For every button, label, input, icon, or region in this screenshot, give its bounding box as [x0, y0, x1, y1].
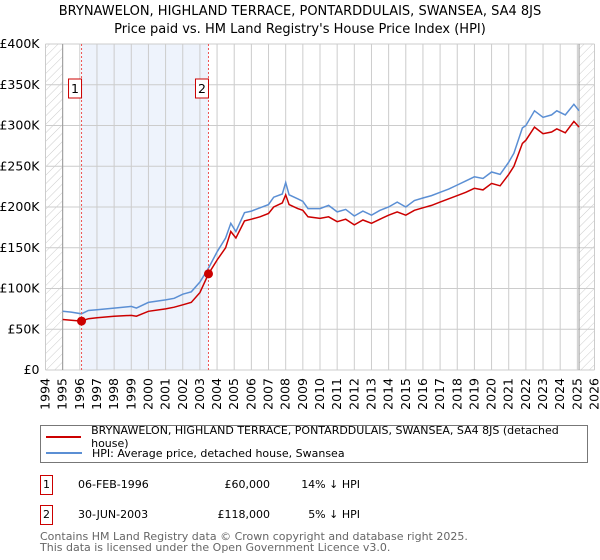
- sale-marker-label: 2: [198, 81, 206, 96]
- legend-label: HPI: Average price, detached house, Swan…: [92, 446, 345, 460]
- x-tick-label: 2011: [329, 378, 344, 410]
- x-tick-label: 2025: [569, 378, 584, 410]
- chart-title: BRYNAWELON, HIGHLAND TERRACE, PONTARDDUL…: [0, 3, 600, 39]
- x-tick-label: 2001: [158, 378, 173, 410]
- footer-line: Contains HM Land Registry data © Crown c…: [40, 530, 468, 543]
- sale-date: 30-JUN-2003: [78, 508, 149, 521]
- y-tick-label: £400K: [0, 36, 40, 51]
- x-tick-label: 1997: [89, 378, 104, 410]
- x-tick-label: 1998: [106, 378, 121, 410]
- x-tick-label: 2026: [587, 378, 600, 410]
- x-tick-label: 1994: [38, 378, 53, 410]
- x-tick-label: 2013: [363, 378, 378, 410]
- y-tick-label: £50K: [7, 321, 40, 336]
- x-tick-label: 2012: [346, 378, 361, 410]
- title-line: BRYNAWELON, HIGHLAND TERRACE, PONTARDDUL…: [58, 4, 542, 19]
- x-tick-label: 1996: [72, 378, 87, 410]
- red-line-swatch: [46, 436, 82, 438]
- legend-item-hpi: HPI: Average price, detached house, Swan…: [46, 446, 345, 460]
- x-tick-label: 2014: [381, 378, 396, 410]
- hpi-line: [62, 103, 580, 315]
- x-tick-label: 2015: [398, 378, 413, 410]
- x-tick-label: 2016: [415, 378, 430, 410]
- x-tick-label: 2006: [243, 378, 258, 410]
- x-tick-label: 2004: [209, 378, 224, 410]
- x-tick-label: 2021: [501, 378, 516, 410]
- y-tick-label: £150K: [0, 240, 40, 255]
- footer-line: This data is licensed under the Open Gov…: [40, 541, 391, 554]
- hpi-diff: 5% ↓ HPI: [308, 508, 360, 521]
- x-tick-label: 2017: [432, 378, 447, 410]
- x-tick-label: 2018: [449, 378, 464, 410]
- sale-point: [77, 316, 87, 326]
- x-tick-label: 2007: [261, 378, 276, 410]
- sale-marker-box: [194, 78, 209, 99]
- x-tick-label: 2000: [140, 378, 155, 410]
- x-tick-label: 2020: [484, 378, 499, 410]
- x-tick-label: 2024: [552, 378, 567, 410]
- property-price-line: [62, 120, 580, 322]
- marker-badge: 1: [40, 475, 53, 495]
- sale-point: [203, 269, 213, 279]
- sale-price: £60,000: [224, 478, 271, 491]
- sale-marker-label: 1: [71, 81, 79, 96]
- blue-line-swatch: [46, 452, 82, 454]
- marker-badge: 2: [40, 505, 53, 525]
- x-tick-label: 2003: [192, 378, 207, 410]
- y-tick-label: £200K: [0, 199, 40, 214]
- y-tick-label: £0: [24, 362, 40, 377]
- x-tick-label: 2002: [175, 378, 190, 410]
- subtitle-line: Price paid vs. HM Land Registry's House …: [114, 22, 486, 37]
- legend-item-property: BRYNAWELON, HIGHLAND TERRACE, PONTARDDUL…: [46, 424, 587, 450]
- sale-date: 06-FEB-1996: [78, 478, 149, 491]
- y-tick-label: £300K: [0, 118, 40, 133]
- legend: BRYNAWELON, HIGHLAND TERRACE, PONTARDDUL…: [40, 424, 588, 463]
- x-tick-label: 2008: [278, 378, 293, 410]
- x-tick-label: 1995: [55, 378, 70, 410]
- y-tick-label: £100K: [0, 281, 40, 296]
- sale-price: £118,000: [217, 508, 271, 521]
- footer: Contains HM Land Registry data © Crown c…: [40, 531, 468, 553]
- legend-label: BRYNAWELON, HIGHLAND TERRACE, PONTARDDUL…: [91, 424, 559, 450]
- x-tick-label: 2005: [226, 378, 241, 410]
- hpi-diff: 14% ↓ HPI: [301, 478, 360, 491]
- y-tick-label: £250K: [0, 158, 40, 173]
- x-tick-label: 2009: [295, 378, 310, 410]
- x-tick-label: 2010: [312, 378, 327, 410]
- x-tick-label: 2023: [535, 378, 550, 410]
- x-tick-label: 2019: [466, 378, 481, 410]
- y-tick-label: £350K: [0, 77, 40, 92]
- sale-marker-box: [68, 78, 83, 99]
- x-tick-label: 1999: [123, 378, 138, 410]
- x-tick-label: 2022: [518, 378, 533, 410]
